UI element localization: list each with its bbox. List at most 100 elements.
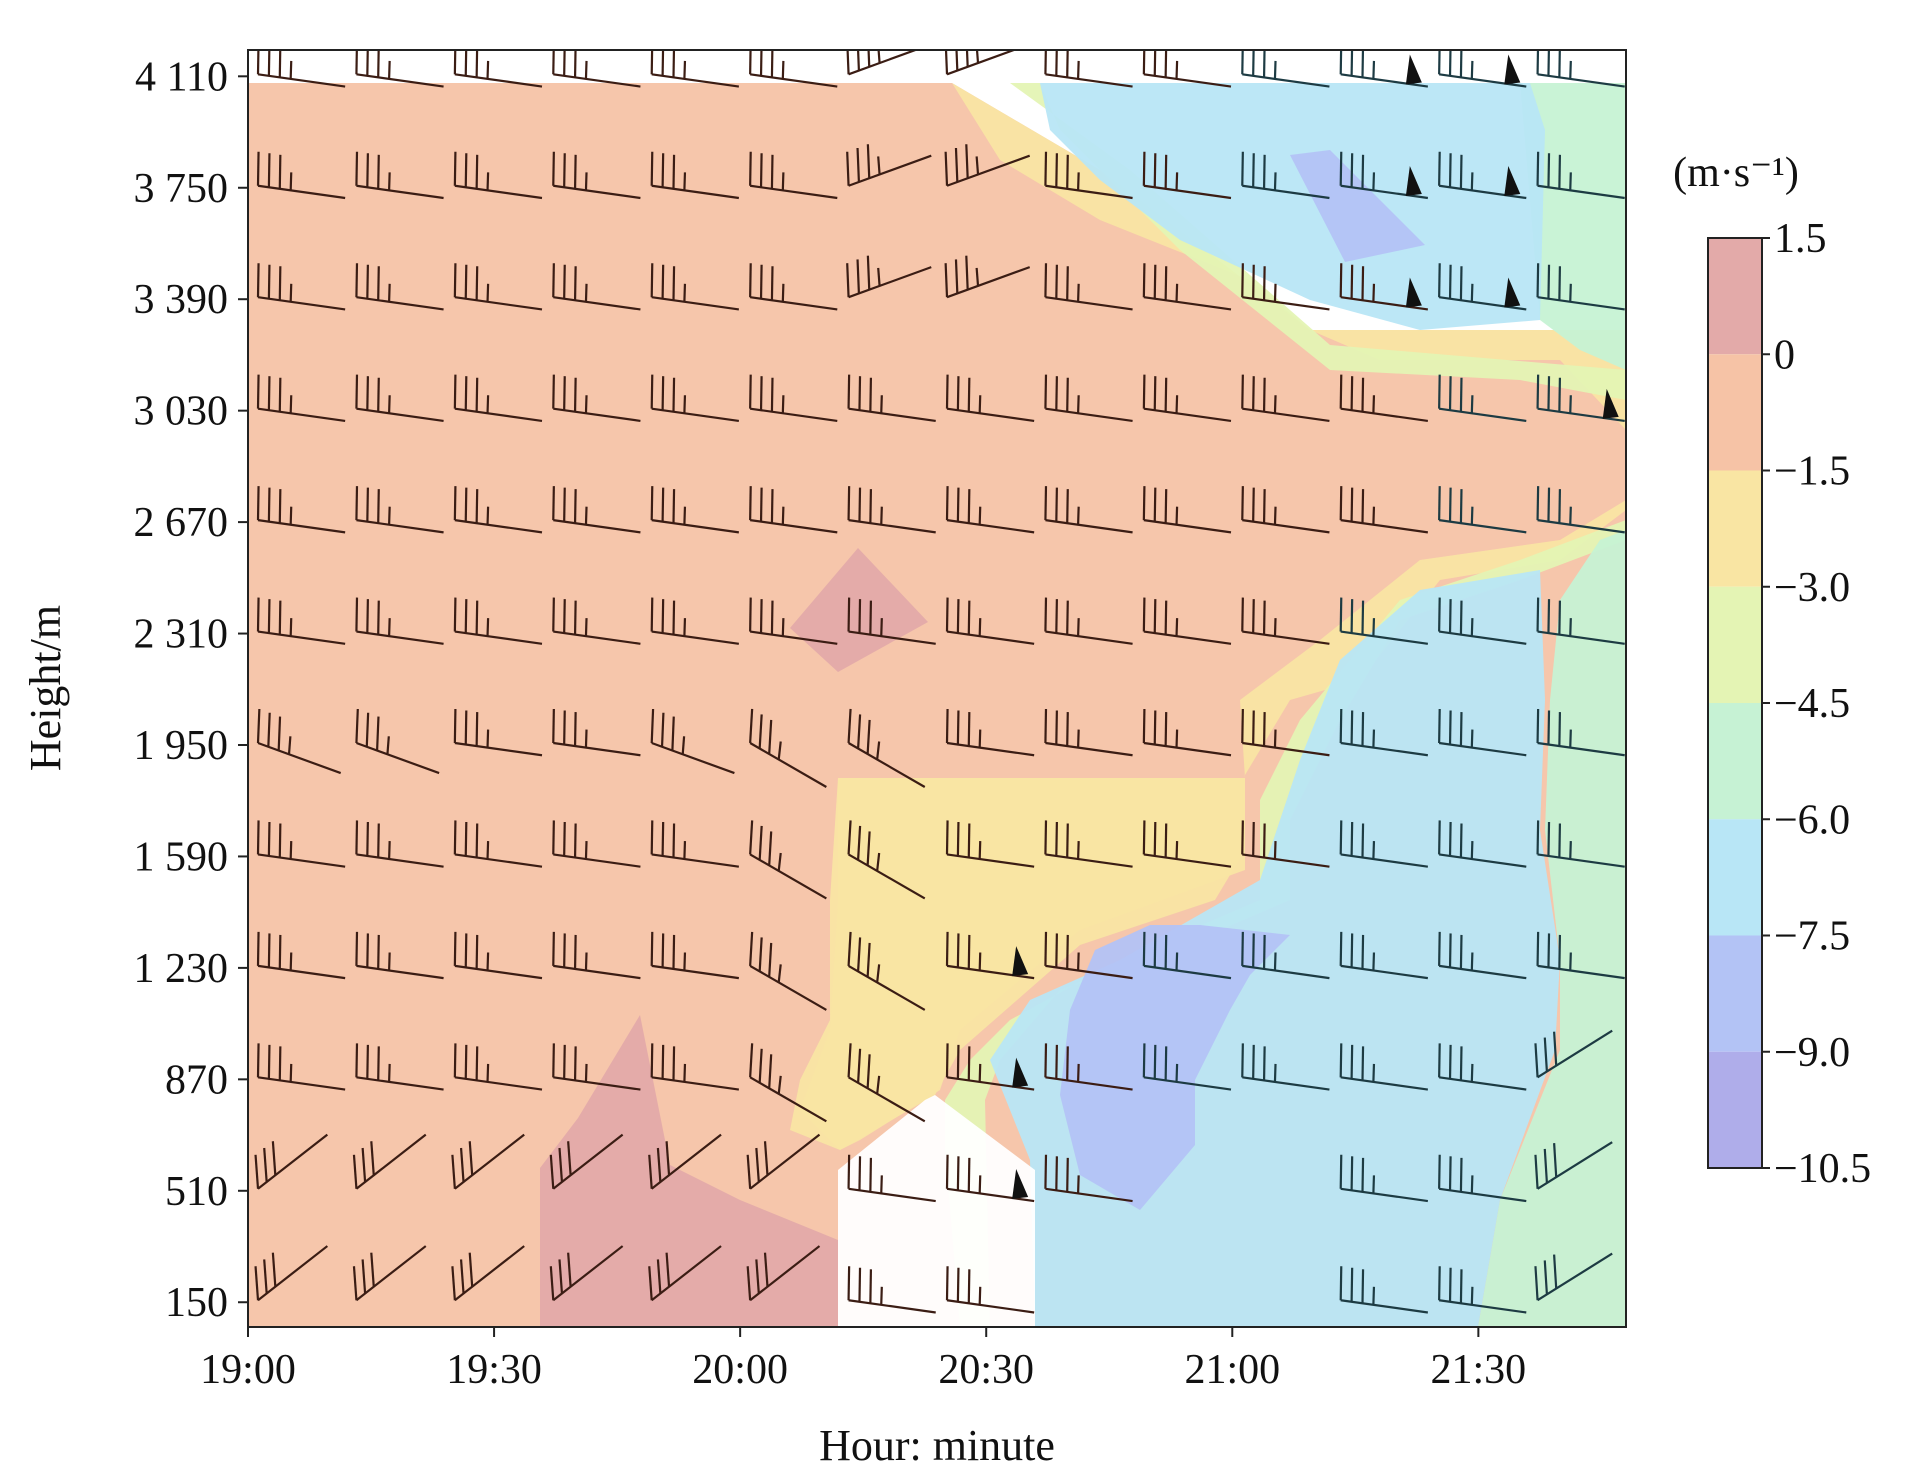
wind-barb-t84-h510-feather-0 [945, 1154, 949, 1189]
wind-barb-t156-h1230-feather-2 [1558, 934, 1562, 969]
wind-barb-t96-h2310 [1044, 597, 1133, 645]
wind-barb-t48-h2670-feather-0 [650, 486, 654, 521]
wind-barb-t60-h3390-feather-3 [781, 283, 785, 302]
wind-barb-t60-h870-feather-1 [758, 1048, 763, 1083]
wind-barb-t132-h1590-shaft [1340, 853, 1429, 868]
wind-barb-t84-h870-feather-2 [967, 1046, 971, 1081]
wind-barb-t12-h3750-shaft [356, 184, 444, 200]
wind-barb-t108-h1950-feather-0 [1142, 708, 1146, 744]
wind-barb-t132-h510-feather-0 [1339, 1154, 1343, 1189]
wind-barb-t144-h150-shaft [1438, 1299, 1527, 1314]
wind-barb-t48-h150-shaft [651, 1245, 722, 1302]
wind-barb-t96-h1950-feather-0 [1044, 708, 1048, 744]
wind-barb-t132-h1230-feather-3 [1372, 952, 1376, 971]
wind-barb-t72-h2310-feather-3 [880, 618, 883, 637]
wind-barb-t48-h3750-feather-0 [650, 151, 654, 186]
wind-barb-t96-h1950-feather-3 [1077, 729, 1080, 748]
y-tick-label-8: 1 230 [134, 946, 229, 992]
wind-barb-t72-h870-shaft [848, 1076, 926, 1123]
wind-barb-t60-h150 [746, 1245, 821, 1302]
wind-barb-t72-h510-feather-1 [858, 1156, 862, 1191]
wind-barb-t84-h1590-shaft [946, 853, 1035, 868]
wind-barb-t0-h1950-shaft [257, 741, 342, 775]
wind-barb-t108-h870 [1142, 1043, 1232, 1091]
wind-barb-t144-h1230-feather-3 [1470, 952, 1474, 971]
wind-barb-t12-h1590-feather-2 [377, 823, 380, 858]
wind-barb-t60-h1950 [749, 708, 827, 788]
wind-barb-t48-h510-feather-1 [656, 1147, 662, 1183]
y-tick-label-9: 870 [165, 1057, 228, 1103]
wind-barb-t12-h870-feather-3 [388, 1063, 391, 1082]
wind-barb-t36-h2670-feather-3 [584, 506, 588, 525]
wind-barb-t132-h4110-pennant [1405, 54, 1422, 85]
region-blue-upper [1040, 83, 1545, 330]
wind-barb-t132-h3750 [1339, 151, 1429, 200]
wind-barb-t120-h4110-shaft [1242, 73, 1330, 88]
wind-barb-t12-h510-shaft [355, 1133, 427, 1190]
wind-barb-t156-h3750 [1536, 151, 1625, 200]
wind-barb-t48-h4110-feather-0 [650, 50, 654, 75]
wind-barb-t12-h150 [352, 1245, 427, 1302]
region-medblue-lower [1060, 925, 1290, 1210]
wind-barb-t132-h1590 [1339, 820, 1429, 868]
wind-barb-t12-h1590-feather-1 [366, 821, 369, 856]
wind-barb-t108-h3390 [1142, 263, 1232, 311]
wind-barb-t120-h3750-feather-2 [1262, 154, 1266, 189]
wind-barb-t144-h510-feather-0 [1438, 1154, 1441, 1189]
wind-barb-t60-h1590-feather-1 [758, 825, 763, 861]
wind-barb-t60-h3030-feather-3 [781, 395, 785, 414]
wind-barb-t36-h2670-feather-1 [563, 487, 566, 522]
wind-barb-t108-h3030-shaft [1143, 407, 1232, 422]
wind-barb-t144-h3030-feather-0 [1438, 374, 1441, 409]
wind-barb-t36-h510-feather-0 [549, 1154, 555, 1189]
wind-barb-t72-h2670-feather-3 [880, 506, 883, 525]
wind-barb-t132-h3750-feather-0 [1339, 151, 1343, 186]
wind-barb-t36-h2670-shaft [553, 519, 641, 534]
wind-barb-t120-h870-feather-3 [1273, 1063, 1277, 1082]
wind-barb-t144-h510-feather-3 [1470, 1175, 1474, 1194]
wind-barb-t120-h1950-feather-2 [1262, 712, 1266, 747]
wind-barb-t132-h2670-feather-0 [1339, 486, 1343, 521]
wind-barb-t120-h2310 [1241, 597, 1330, 645]
wind-barb-t12-h1590-feather-3 [388, 841, 391, 860]
wind-barb-t36-h150-feather-0 [549, 1266, 555, 1301]
wind-barb-t12-h2310-feather-0 [355, 597, 359, 632]
wind-barb-t156-h3390-feather-1 [1547, 264, 1551, 299]
wind-barb-t0-h3390 [256, 263, 346, 311]
wind-barb-t0-h4110-feather-0 [256, 50, 260, 75]
wind-barb-t144-h2670-feather-2 [1459, 489, 1463, 524]
wind-barb-t0-h870-shaft [257, 1076, 346, 1091]
x-axis-title: Hour: minute [819, 1421, 1055, 1467]
wind-barb-t60-h3750-feather-0 [749, 151, 752, 186]
wind-barb-t48-h3030-feather-0 [650, 374, 654, 409]
wind-barb-t120-h2310-feather-0 [1241, 597, 1244, 632]
wind-barb-t0-h150-feather-0 [254, 1266, 260, 1301]
wind-barb-t48-h1950-feather-0 [650, 708, 655, 744]
wind-barb-t84-h1230-feather-3 [978, 952, 982, 971]
wind-barb-t144-h3750-feather-2 [1459, 154, 1463, 189]
region-blank [838, 1095, 1035, 1327]
wind-barb-t144-h1230-shaft [1438, 964, 1527, 980]
wind-barb-t0-h2670 [256, 486, 346, 534]
colorbar-label-3: −3.0 [1774, 565, 1850, 611]
wind-barb-t24-h510-shaft [454, 1133, 525, 1190]
wind-barb-t24-h1230-feather-2 [475, 934, 479, 969]
wind-barb-t36-h4110-feather-2 [573, 50, 577, 78]
wind-barb-t0-h1590-feather-1 [267, 821, 271, 856]
wind-barb-t120-h1230-feather-3 [1273, 952, 1277, 971]
region-lightgreen [945, 83, 1626, 1327]
wind-barb-t132-h1950-feather-3 [1372, 729, 1376, 748]
wind-barb-t72-h1950-shaft [848, 742, 926, 788]
wind-barb-t12-h3750 [355, 151, 444, 200]
wind-barb-t156-h3750-feather-0 [1536, 151, 1540, 186]
wind-barb-t132-h3030 [1339, 374, 1429, 422]
wind-barb-t36-h4110-feather-0 [552, 50, 555, 75]
wind-barb-t72-h150-feather-1 [858, 1267, 862, 1302]
wind-barb-t0-h3750 [256, 151, 346, 200]
wind-barb-t96-h3030 [1044, 374, 1133, 422]
wind-barb-t156-h510-shaft [1536, 1141, 1613, 1190]
wind-barb-t120-h1950-shaft [1242, 741, 1330, 757]
wind-barb-t0-h1230-feather-1 [267, 933, 271, 968]
wind-barb-t84-h3750-shaft [946, 154, 1031, 187]
wind-barb-t108-h1590 [1142, 820, 1232, 868]
